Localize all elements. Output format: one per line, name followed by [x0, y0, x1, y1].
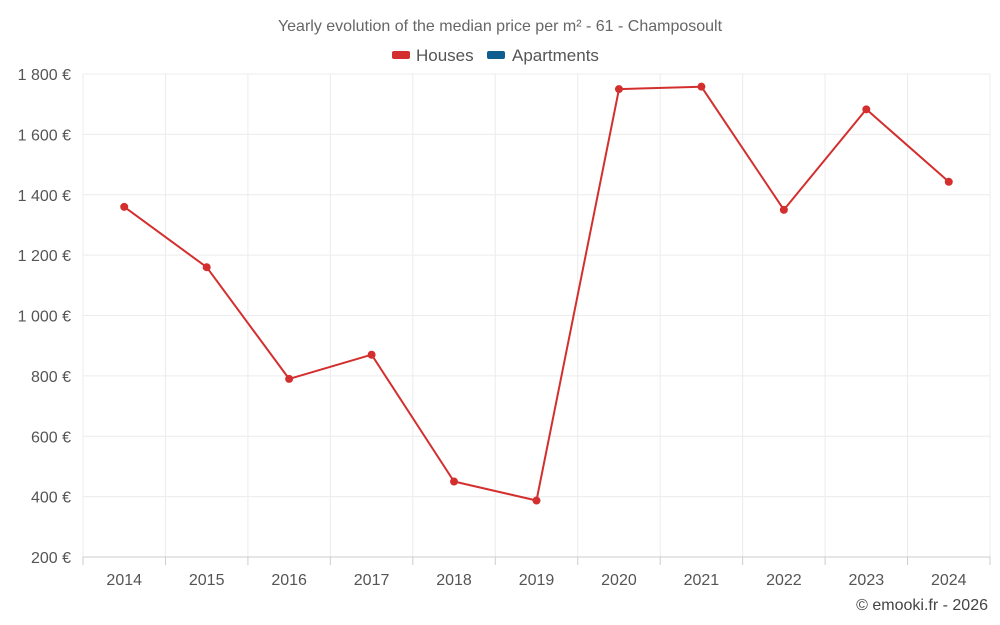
y-tick-label: 400 € [31, 490, 71, 507]
legend-label-houses: Houses [416, 46, 474, 65]
credit-text: © emooki.fr - 2026 [856, 597, 988, 614]
legend-item-apartments[interactable]: Apartments [487, 46, 599, 65]
x-axis: 2014 2015 2016 2017 2018 2019 2020 2021 2022 2023… [82, 556, 991, 589]
x-tick-label: 2024 [931, 572, 967, 589]
gridlines [82, 73, 991, 557]
x-tick-label: 2020 [601, 572, 637, 589]
data-point-houses-2024[interactable] [944, 177, 953, 186]
data-point-houses-2017[interactable] [367, 350, 376, 359]
x-tick-label: 2014 [106, 572, 142, 589]
y-tick-label: 1 600 € [18, 127, 71, 144]
legend-item-houses[interactable]: Houses [392, 46, 474, 65]
x-tick-label: 2022 [766, 572, 802, 589]
y-tick-label: 1 200 € [18, 248, 71, 265]
data-point-houses-2023[interactable] [862, 105, 871, 114]
legend: Houses Apartments [392, 46, 599, 65]
y-tick-label: 600 € [31, 429, 71, 446]
y-tick-label: 800 € [31, 369, 71, 386]
y-axis: 200 € 400 € 600 € 800 € 1 000 € 1 200 € 1 400 … [18, 67, 71, 567]
legend-label-apartments: Apartments [512, 46, 599, 65]
series-houses [120, 82, 953, 505]
x-tick-label: 2019 [519, 572, 555, 589]
legend-swatch-houses [392, 51, 410, 59]
y-tick-label: 1 000 € [18, 309, 71, 326]
data-point-houses-2015[interactable] [202, 263, 211, 272]
data-point-houses-2016[interactable] [285, 374, 294, 383]
chart-title: Yearly evolution of the median price per… [278, 18, 723, 35]
x-tick-label: 2021 [684, 572, 720, 589]
x-tick-label: 2023 [849, 572, 885, 589]
legend-swatch-apartments [487, 51, 505, 59]
data-point-houses-2022[interactable] [779, 205, 788, 214]
data-point-houses-2019[interactable] [532, 496, 541, 505]
x-tick-label: 2016 [271, 572, 307, 589]
data-point-houses-2014[interactable] [120, 202, 129, 211]
y-tick-label: 200 € [31, 550, 71, 567]
y-tick-label: 1 800 € [18, 67, 71, 84]
x-tick-label: 2015 [189, 572, 225, 589]
x-tick-label: 2018 [436, 572, 472, 589]
x-tick-label: 2017 [354, 572, 390, 589]
y-tick-label: 1 400 € [18, 188, 71, 205]
data-point-houses-2020[interactable] [614, 85, 623, 94]
data-point-houses-2018[interactable] [450, 477, 459, 486]
data-point-houses-2021[interactable] [697, 82, 706, 91]
